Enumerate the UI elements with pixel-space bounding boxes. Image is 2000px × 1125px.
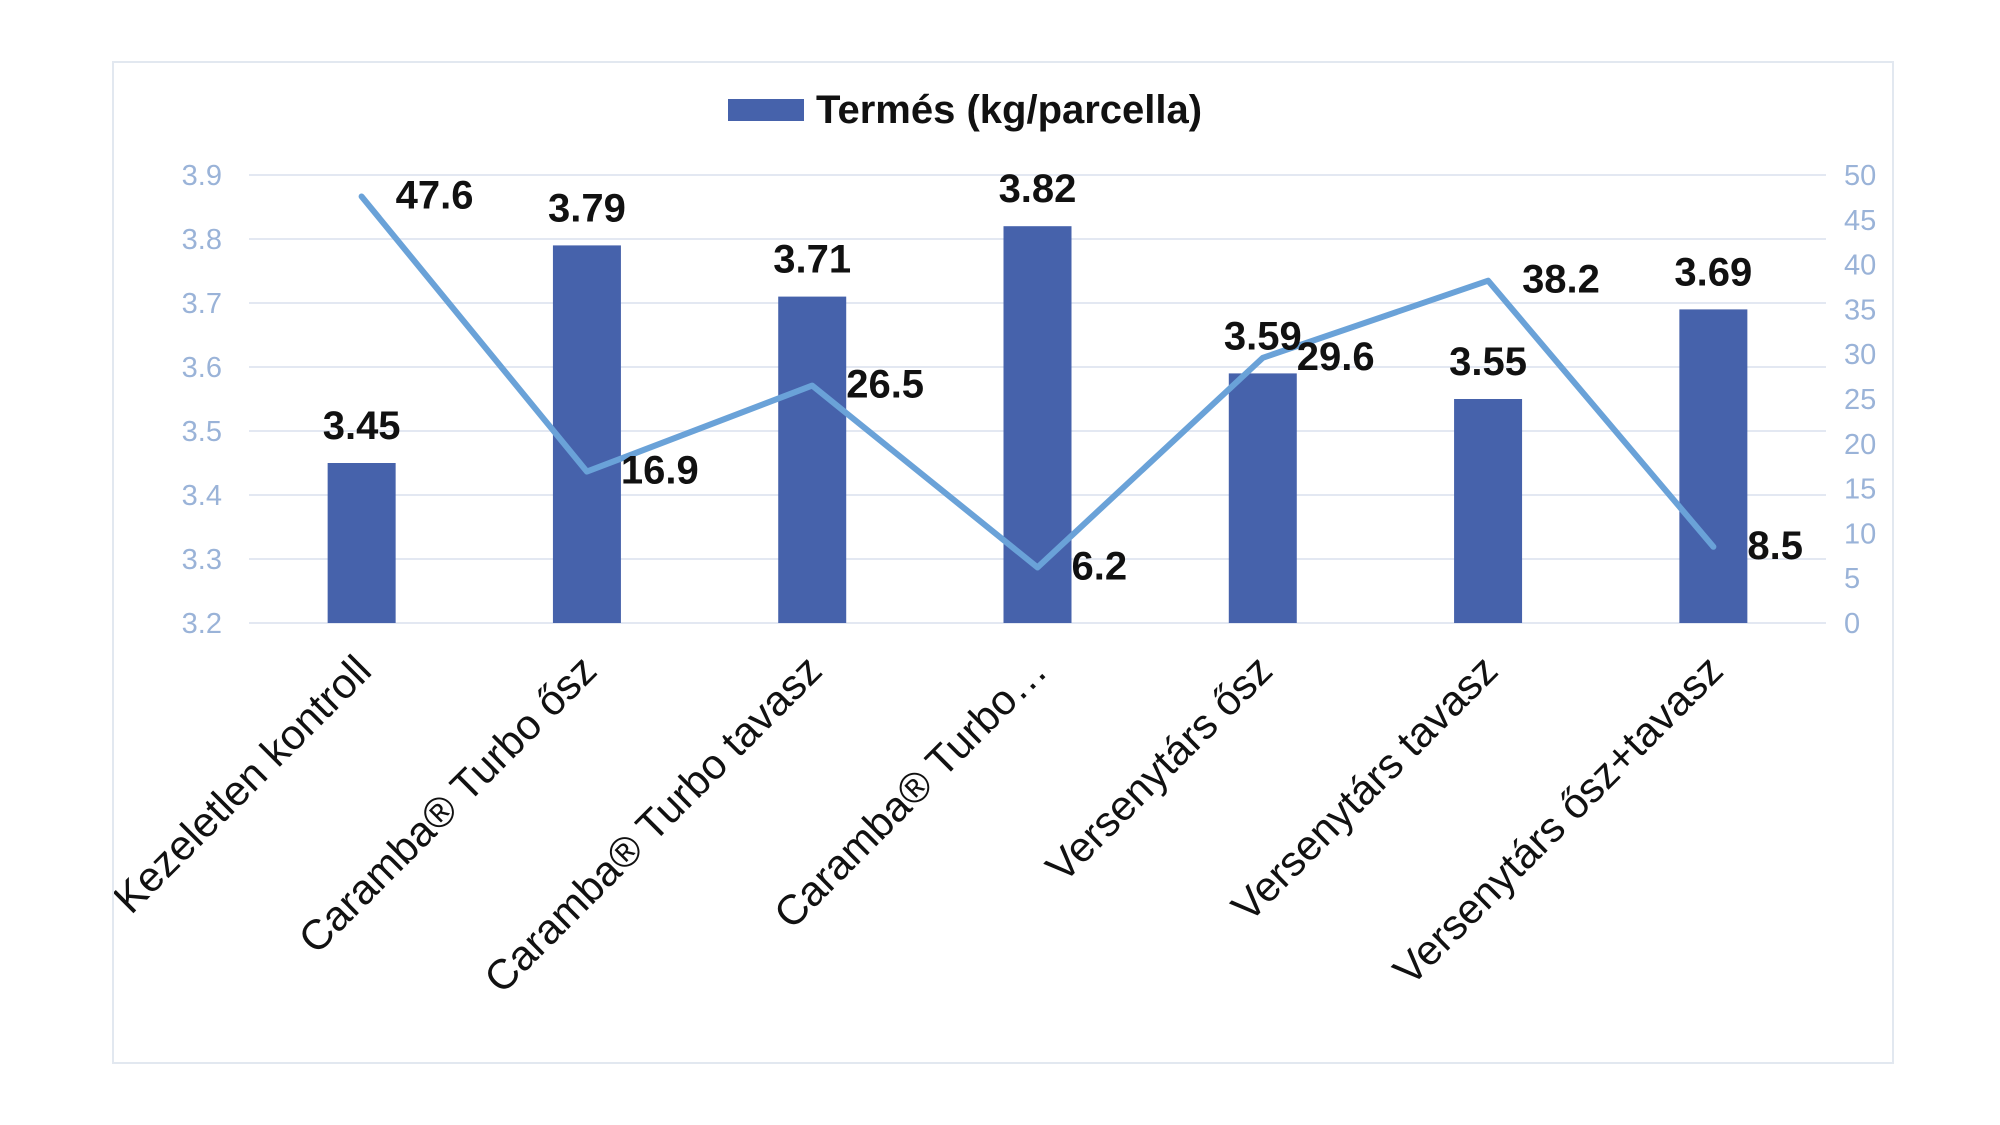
left-tick-label: 3.9: [182, 160, 222, 192]
bar: [1679, 309, 1748, 623]
line-value-label: 8.5: [1747, 524, 1803, 568]
right-tick-label: 30: [1844, 339, 1876, 371]
bar-series: [327, 226, 1748, 623]
right-tick-label: 20: [1844, 429, 1876, 461]
right-tick-label: 15: [1844, 474, 1876, 506]
left-tick-label: 3.3: [182, 544, 222, 576]
bar: [1003, 226, 1072, 623]
line-path: [358, 193, 1717, 571]
right-tick-label: 0: [1844, 608, 1860, 640]
bar: [778, 296, 847, 623]
legend-swatch: [728, 99, 804, 121]
bar: [1454, 399, 1523, 623]
line-series: [358, 193, 1717, 571]
legend-label: Termés (kg/parcella): [816, 88, 1202, 132]
right-tick-label: 5: [1844, 563, 1860, 595]
legend: Termés (kg/parcella): [728, 88, 1202, 132]
left-tick-label: 3.2: [182, 608, 222, 640]
right-tick-label: 40: [1844, 250, 1876, 282]
line-value-label: 16.9: [621, 449, 699, 493]
chart-frame: 3.2 3.3 3.4 3.5 3.6 3.7 3.8 3.9 0 5 10 15 20 25 30 35 4…: [112, 61, 1894, 1064]
right-tick-label: 50: [1844, 160, 1876, 192]
line-value-label: 47.6: [396, 174, 474, 218]
left-tick-label: 3.8: [182, 224, 222, 256]
bar-value-label: 3.55: [1449, 340, 1527, 384]
left-axis: 3.2 3.3 3.4 3.5 3.6 3.7 3.8 3.9: [182, 160, 222, 640]
bar: [327, 463, 396, 623]
line-value-label: 6.2: [1072, 544, 1128, 588]
data-labels: 3.45 3.79 3.71 3.82 3.59 3.55 3.69 47.6 16.9 26.5…: [323, 167, 1803, 588]
bar-value-label: 3.79: [548, 186, 626, 230]
category-label: Versenytárs ősz: [1037, 646, 1282, 891]
bar-value-label: 3.59: [1224, 314, 1302, 358]
combo-chart: 3.2 3.3 3.4 3.5 3.6 3.7 3.8 3.9 0 5 10 15 20 25 30 35 4…: [114, 88, 1876, 1002]
left-tick-label: 3.7: [182, 288, 222, 320]
left-tick-label: 3.5: [182, 416, 222, 448]
right-tick-label: 10: [1844, 518, 1876, 550]
bar-value-label: 3.45: [323, 404, 401, 448]
line-value-label: 38.2: [1522, 258, 1600, 302]
right-tick-label: 25: [1844, 384, 1876, 416]
line-value-label: 29.6: [1297, 335, 1375, 379]
left-tick-label: 3.4: [182, 480, 222, 512]
right-tick-label: 45: [1844, 205, 1876, 237]
bar-value-label: 3.82: [999, 167, 1077, 211]
right-axis: 0 5 10 15 20 25 30 35 40 45 50: [1844, 160, 1876, 640]
bar: [1228, 373, 1297, 623]
left-tick-label: 3.6: [182, 352, 222, 384]
line-value-label: 26.5: [846, 363, 924, 407]
right-tick-label: 35: [1844, 294, 1876, 326]
bar-value-label: 3.69: [1674, 250, 1752, 294]
bar: [552, 245, 621, 623]
bar-value-label: 3.71: [773, 238, 851, 282]
